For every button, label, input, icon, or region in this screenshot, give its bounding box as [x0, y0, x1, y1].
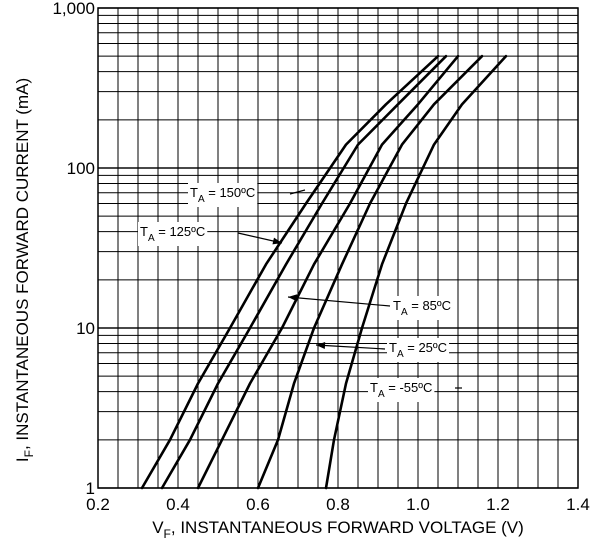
x-tick-label: 0.6: [246, 495, 270, 514]
series-line: [140, 54, 440, 490]
plot-frame: [97, 7, 579, 489]
series-annotation: TA = 150ºC: [190, 185, 255, 205]
series-annotation: TA = 25ºC: [389, 340, 447, 360]
annotation-leader: [287, 296, 391, 307]
series-line: [160, 54, 448, 490]
y-tick-label: 1,000: [52, 0, 95, 18]
x-tick-label: 0.2: [86, 495, 110, 514]
x-tick-label: 1.4: [566, 495, 590, 514]
annotation-leader: [315, 344, 386, 350]
series-line: [324, 54, 508, 490]
annotation-background: [188, 183, 258, 207]
x-tick-label: 0.8: [326, 495, 350, 514]
x-tick-label: 1.2: [486, 495, 510, 514]
y-tick-label: 1: [86, 479, 95, 498]
annotation-background: [387, 338, 450, 362]
arrowhead: [316, 342, 326, 350]
y-axis-label: IF, INSTANTANEOUS FORWARD CURRENT (mA): [13, 78, 36, 462]
curves: [140, 54, 508, 490]
annotation-background: [138, 222, 208, 246]
x-tick-labels: 0.2 0.4 0.6 0.8 1.0 1.2 1.4: [86, 495, 590, 514]
series-line: [256, 54, 484, 490]
x-tick-label: 1.0: [406, 495, 430, 514]
annotation-background: [391, 296, 454, 320]
annotation-background: [368, 378, 435, 402]
arrowhead: [272, 237, 282, 245]
series-annotation: TA = 85ºC: [393, 298, 451, 318]
series-annotation: TA = -55ºC: [370, 380, 432, 400]
y-tick-label: 10: [76, 319, 95, 338]
x-axis-label: VF, INSTANTANEOUS FORWARD VOLTAGE (V): [152, 518, 524, 541]
y-tick-labels: 1 10 100 1,000: [52, 0, 95, 498]
annotations: TA = 150ºC TA = 125ºC TA = 85ºC TA = 25ºC TA…: [138, 183, 462, 402]
annotation-leader: [289, 189, 306, 195]
x-tick-label: 0.4: [166, 495, 190, 514]
arrowhead: [288, 294, 298, 302]
series-annotation: TA = 125ºC: [140, 224, 205, 244]
series-line: [196, 54, 460, 490]
y-tick-label: 100: [67, 159, 95, 178]
